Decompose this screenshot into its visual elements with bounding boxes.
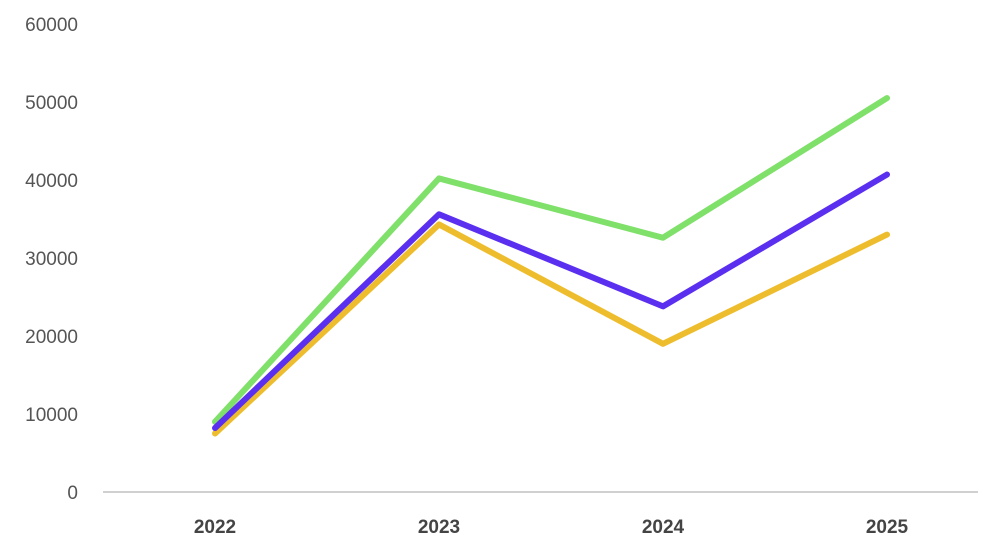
x-tick-label: 2023: [418, 517, 460, 538]
series-line-1: [212, 95, 890, 425]
x-tick-label: 2025: [866, 517, 909, 538]
series-line-2: [212, 221, 890, 437]
y-tick-label: 20000: [25, 327, 78, 348]
y-axis-tick-labels: 0 10000 20000 30000 40000 50000 60000: [25, 15, 78, 504]
y-tick-label: 40000: [25, 171, 78, 192]
y-tick-label: 60000: [25, 15, 78, 36]
x-tick-label: 2022: [194, 517, 236, 538]
y-tick-label: 30000: [25, 249, 78, 270]
y-tick-label: 50000: [25, 93, 78, 114]
y-tick-label: 0: [67, 483, 78, 504]
x-tick-label: 2024: [642, 517, 685, 538]
series-lines: [212, 95, 890, 437]
y-tick-label: 10000: [25, 405, 78, 426]
x-axis-tick-labels: 2022 2023 2024 2025: [194, 517, 909, 538]
series-line-3: [212, 171, 890, 432]
